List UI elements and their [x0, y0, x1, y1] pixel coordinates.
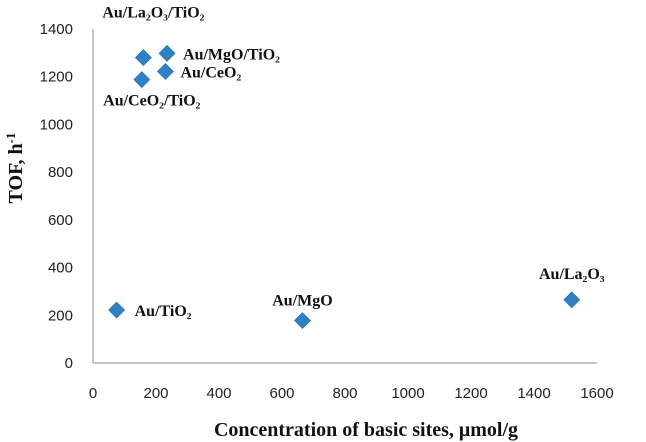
data-point-label: Au/CeO₂ [180, 64, 241, 81]
data-point [294, 312, 311, 329]
data-point-label: Au/CeO₂/TiO₂ [103, 93, 201, 110]
x-tick-label: 400 [206, 385, 231, 402]
y-axis-label: TOF, h-1 [3, 133, 28, 204]
y-axis-label-main: TOF, h [5, 143, 27, 203]
y-tick-labels: 0 200 400 600 800 1000 1200 1400 [40, 21, 73, 372]
x-tick-label: 800 [332, 385, 357, 402]
data-point [563, 291, 581, 309]
x-tick-label: 1400 [517, 385, 550, 402]
data-point [134, 49, 152, 67]
data-point-label: Au/TiO₂ [135, 303, 192, 320]
y-tick-label: 1400 [40, 21, 73, 38]
data-point-label: Au/MgO/TiO₂ [183, 46, 280, 63]
y-tick-label: 600 [48, 212, 73, 229]
y-axis-label-superscript: -1 [3, 133, 18, 144]
y-tick-label: 200 [48, 307, 73, 324]
data-point [157, 63, 174, 80]
x-axis-label: Concentration of basic sites, μmol/g [214, 419, 518, 441]
x-tick-label: 0 [89, 385, 97, 402]
data-point [108, 301, 126, 319]
y-tick-label: 1000 [40, 116, 73, 133]
point-labels: Au/TiO₂ Au/MgO Au/La₂O₃ Au/La₂O₃/TiO₂ Au/MgO… [102, 5, 604, 320]
axes [92, 29, 597, 364]
data-points [108, 44, 581, 329]
x-tick-labels: 0 200 400 600 800 1000 1200 1400 1600 [89, 385, 614, 402]
y-tick-label: 0 [65, 355, 73, 372]
x-tick-label: 1200 [454, 385, 487, 402]
y-tick-label: 400 [48, 260, 73, 277]
y-tick-label: 800 [48, 164, 73, 181]
x-tick-label: 1600 [580, 385, 613, 402]
data-point-label: Au/La₂O₃/TiO₂ [102, 5, 204, 22]
data-point [133, 71, 151, 89]
data-point-label: Au/MgO [272, 293, 332, 310]
data-point-label: Au/La₂O₃ [539, 266, 605, 283]
data-point [158, 44, 176, 62]
y-tick-label: 1200 [40, 69, 73, 86]
x-tick-label: 200 [143, 385, 168, 402]
x-tick-label: 600 [269, 385, 294, 402]
x-tick-label: 1000 [391, 385, 424, 402]
